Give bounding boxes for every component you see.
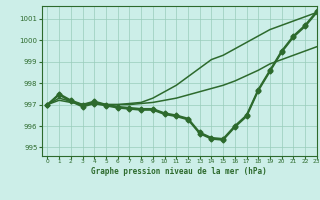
- X-axis label: Graphe pression niveau de la mer (hPa): Graphe pression niveau de la mer (hPa): [91, 167, 267, 176]
